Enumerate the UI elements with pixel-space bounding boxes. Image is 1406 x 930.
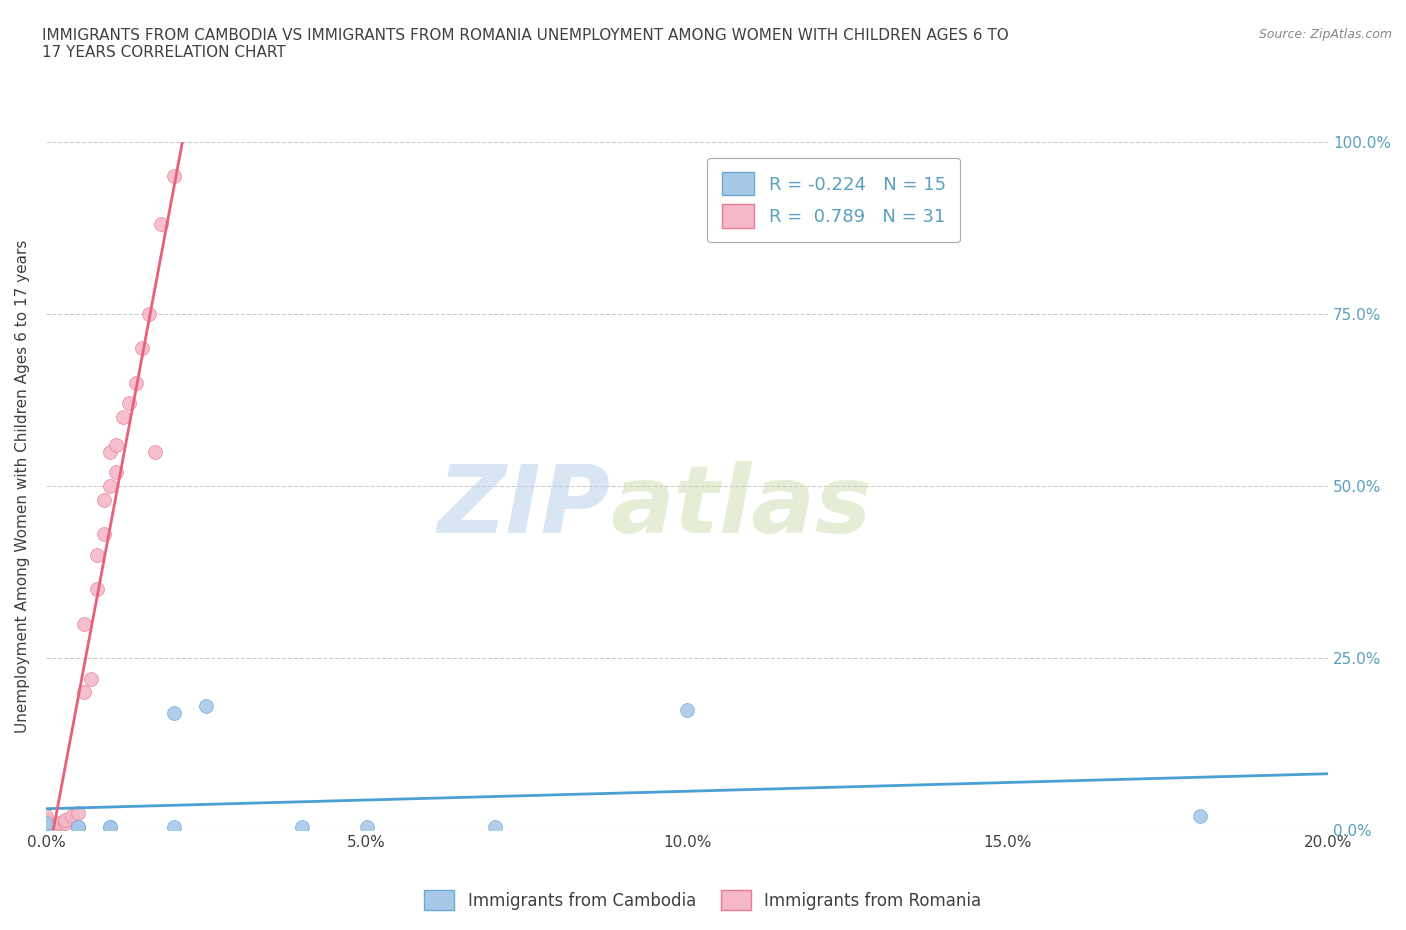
Point [80, 671, 103, 686]
Point [66, 805, 89, 820]
Point [111, 410, 134, 425]
Point [143, 445, 166, 459]
Legend: Immigrants from Cambodia, Immigrants from Romania: Immigrants from Cambodia, Immigrants fro… [418, 884, 988, 917]
Point [131, 341, 153, 356]
Point [118, 396, 141, 411]
Text: IMMIGRANTS FROM CAMBODIA VS IMMIGRANTS FROM ROMANIA UNEMPLOYMENT AMONG WOMEN WIT: IMMIGRANTS FROM CAMBODIA VS IMMIGRANTS F… [42, 28, 1010, 60]
Y-axis label: Unemployment Among Women with Children Ages 6 to 17 years: Unemployment Among Women with Children A… [15, 239, 30, 733]
Point [98, 479, 121, 494]
Text: ZIP: ZIP [437, 460, 610, 552]
Point [66, 819, 89, 834]
Point [86, 548, 108, 563]
Point [35, 819, 58, 834]
Point [98, 445, 121, 459]
Point [98, 819, 121, 834]
Point [53, 812, 76, 827]
Point [35, 809, 58, 824]
Point [163, 706, 186, 721]
Point [676, 702, 699, 717]
Point [35, 816, 58, 830]
Point [163, 169, 186, 184]
Point [105, 465, 128, 480]
Point [98, 819, 121, 834]
Point [48, 816, 70, 830]
Point [66, 819, 89, 834]
Point [73, 617, 96, 631]
Point [93, 526, 115, 541]
Legend: R = -0.224   N = 15, R =  0.789   N = 31: R = -0.224 N = 15, R = 0.789 N = 31 [707, 158, 960, 242]
Point [73, 685, 96, 700]
Point [53, 816, 76, 830]
Point [35, 819, 58, 834]
Point [105, 437, 128, 452]
Point [150, 217, 173, 232]
Point [86, 582, 108, 597]
Text: atlas: atlas [610, 460, 872, 552]
Point [138, 307, 160, 322]
Point [35, 823, 58, 838]
Point [1188, 809, 1211, 824]
Point [195, 698, 218, 713]
Point [291, 819, 314, 834]
Point [48, 819, 70, 834]
Point [163, 819, 186, 834]
Point [125, 376, 148, 391]
Point [60, 809, 83, 824]
Point [35, 812, 58, 827]
Point [93, 492, 115, 507]
Point [356, 819, 378, 834]
Point [66, 819, 89, 834]
Point [35, 823, 58, 838]
Text: Source: ZipAtlas.com: Source: ZipAtlas.com [1258, 28, 1392, 41]
Point [484, 819, 506, 834]
Point [35, 816, 58, 830]
